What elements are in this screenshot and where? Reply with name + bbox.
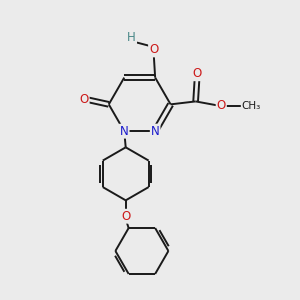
Text: O: O [217, 99, 226, 112]
Text: O: O [149, 44, 158, 56]
Text: O: O [80, 93, 89, 106]
Text: CH₃: CH₃ [242, 101, 261, 111]
Text: H: H [127, 31, 136, 44]
Text: N: N [120, 124, 129, 138]
Text: O: O [193, 67, 202, 80]
Text: O: O [121, 210, 130, 223]
Text: N: N [151, 124, 160, 138]
